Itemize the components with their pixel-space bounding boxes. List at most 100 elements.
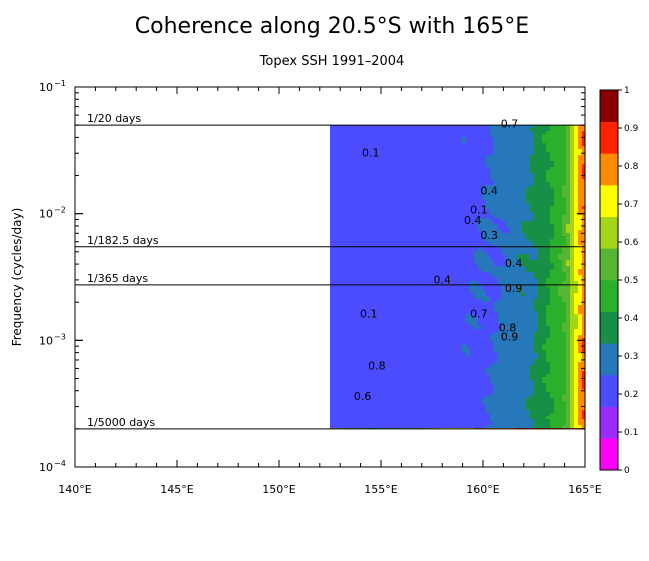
heat-cell <box>402 203 407 207</box>
heat-cell <box>474 215 479 219</box>
heat-cell <box>354 305 359 309</box>
heat-cell <box>402 194 407 198</box>
heat-cell <box>346 212 351 216</box>
heat-cell <box>530 338 535 342</box>
heat-cell <box>342 224 347 228</box>
heat-cell <box>418 347 423 351</box>
heat-cell <box>578 224 583 228</box>
heat-cell <box>430 263 435 267</box>
heat-cell <box>378 194 383 198</box>
heat-cell <box>390 296 395 300</box>
heat-cell <box>398 176 403 180</box>
heat-cell <box>558 146 563 150</box>
heat-cell <box>438 173 443 177</box>
heat-cell <box>478 224 483 228</box>
heat-cell <box>330 263 335 267</box>
heat-cell <box>374 254 379 258</box>
heat-cell <box>422 200 427 204</box>
heat-cell <box>486 200 491 204</box>
heat-cell <box>514 257 519 261</box>
heat-cell <box>570 257 575 261</box>
heat-cell <box>366 296 371 300</box>
heat-cell <box>354 194 359 198</box>
heat-cell <box>562 209 567 213</box>
heat-cell <box>562 164 567 168</box>
heat-cell <box>338 140 343 144</box>
heat-cell <box>514 290 519 294</box>
heat-cell <box>342 326 347 330</box>
heat-cell <box>358 281 363 285</box>
heat-cell <box>486 203 491 207</box>
heat-cell <box>330 272 335 276</box>
heat-cell <box>582 347 586 351</box>
heat-cell <box>526 287 531 291</box>
heat-cell <box>478 197 483 201</box>
heat-cell <box>342 308 347 312</box>
heat-cell <box>554 167 559 171</box>
heat-cell <box>406 179 411 183</box>
heat-cell <box>498 185 503 189</box>
heat-cell <box>494 137 499 141</box>
heat-cell <box>402 332 407 336</box>
heat-cell <box>390 140 395 144</box>
heat-cell <box>522 284 527 288</box>
heat-cell <box>566 224 571 228</box>
heat-cell <box>546 176 551 180</box>
heat-cell <box>530 227 535 231</box>
heat-cell <box>558 353 563 357</box>
heat-cell <box>342 338 347 342</box>
heat-cell <box>478 347 483 351</box>
heat-cell <box>378 215 383 219</box>
heat-cell <box>398 299 403 303</box>
heat-cell <box>386 143 391 147</box>
heat-cell <box>510 194 515 198</box>
heat-cell <box>566 284 571 288</box>
heat-cell <box>370 332 375 336</box>
heat-cell <box>422 221 427 225</box>
heat-cell <box>538 287 543 291</box>
heat-cell <box>574 209 579 213</box>
heat-cell <box>574 269 579 273</box>
heat-cell <box>494 230 499 234</box>
heat-cell <box>334 302 339 306</box>
heat-cell <box>530 164 535 168</box>
heat-cell <box>338 293 343 297</box>
heat-cell <box>514 140 519 144</box>
heat-cell <box>342 200 347 204</box>
heat-cell <box>506 215 511 219</box>
heat-cell <box>398 347 403 351</box>
heat-cell <box>386 335 391 339</box>
heat-cell <box>370 320 375 324</box>
heat-cell <box>574 197 579 201</box>
heat-cell <box>526 242 531 246</box>
heat-cell <box>546 212 551 216</box>
heat-cell <box>526 260 531 264</box>
heat-cell <box>502 317 507 321</box>
heat-cell <box>562 254 567 258</box>
heat-cell <box>538 338 543 342</box>
heat-cell <box>382 161 387 165</box>
heat-cell <box>514 197 519 201</box>
heat-cell <box>426 320 431 324</box>
heat-cell <box>462 209 467 213</box>
heat-cell <box>550 317 555 321</box>
heat-cell <box>394 314 399 318</box>
heat-cell <box>502 293 507 297</box>
heat-cell <box>526 134 531 138</box>
heat-cell <box>366 140 371 144</box>
heat-cell <box>398 230 403 234</box>
heat-cell <box>486 170 491 174</box>
heat-cell <box>414 128 419 132</box>
heat-cell <box>402 212 407 216</box>
heat-cell <box>546 173 551 177</box>
heat-cell <box>418 251 423 255</box>
heat-cell <box>554 218 559 222</box>
heat-cell <box>506 233 511 237</box>
heat-cell <box>558 209 563 213</box>
heat-cell <box>358 203 363 207</box>
heat-cell <box>442 203 447 207</box>
heat-cell <box>582 323 586 327</box>
heat-cell <box>502 266 507 270</box>
heat-cell <box>458 254 463 258</box>
heat-cell <box>482 305 487 309</box>
